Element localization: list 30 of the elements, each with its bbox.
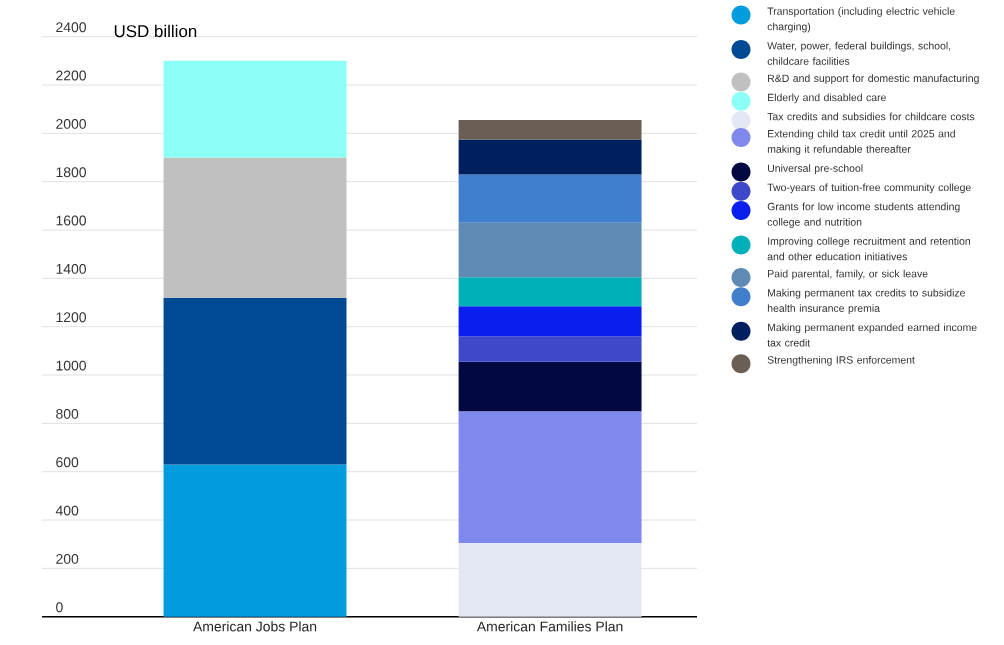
y-tick-label: 0	[56, 602, 63, 613]
x-tick-label: American Families Plan	[476, 621, 623, 632]
y-tick-label: 400	[55, 505, 79, 516]
y-tick-label: 1000	[56, 360, 86, 371]
y-tick-label: 1800	[56, 167, 86, 178]
y-tick-label: 2200	[56, 70, 86, 81]
legend-label: Strengthening IRS enforcement	[767, 355, 915, 366]
legend-label: Making permanent expanded earned income tax credit	[767, 323, 977, 347]
y-tick-label: 1600	[56, 215, 86, 226]
y-tick-label: 1200	[56, 312, 86, 323]
legend-label: Improving college recruitment and retention and other education initiatives	[767, 237, 971, 261]
legend-label: Elderly and disabled care	[768, 93, 886, 104]
y-axis-title: USD billion	[114, 24, 197, 38]
legend-label: Grants for low income students attending college and nutrition	[767, 202, 960, 228]
y-tick-label: 2400	[56, 22, 86, 33]
legend-label: Making permanent tax credits to subsidize health insurance premia	[767, 288, 965, 315]
legend-label: Two-years of tuition-free community college	[767, 183, 971, 194]
y-tick-label: 1400	[56, 263, 86, 274]
y-tick-label: 200	[56, 553, 79, 564]
legend-label: Universal pre-school	[768, 164, 863, 175]
y-tick-label: 600	[56, 457, 79, 468]
legend-label: Paid parental, family, or sick leave	[768, 269, 928, 280]
legend-label: R&D and support for domestic manufacturing	[768, 74, 979, 85]
x-tick-label: American Jobs Plan	[193, 621, 317, 632]
legend-label: Water, power, federal buildings, school, childcare facilities	[767, 41, 951, 65]
y-tick-label: 2000	[56, 118, 86, 129]
legend-label: Tax credits and subsidies for childcare costs	[767, 112, 975, 121]
legend-label: Extending child tax credit until 2025 and making it refundable thereafter	[767, 129, 955, 155]
legend-label: Transportation (including electric vehicle charging)	[767, 7, 955, 33]
y-tick-label: 800	[56, 408, 79, 419]
